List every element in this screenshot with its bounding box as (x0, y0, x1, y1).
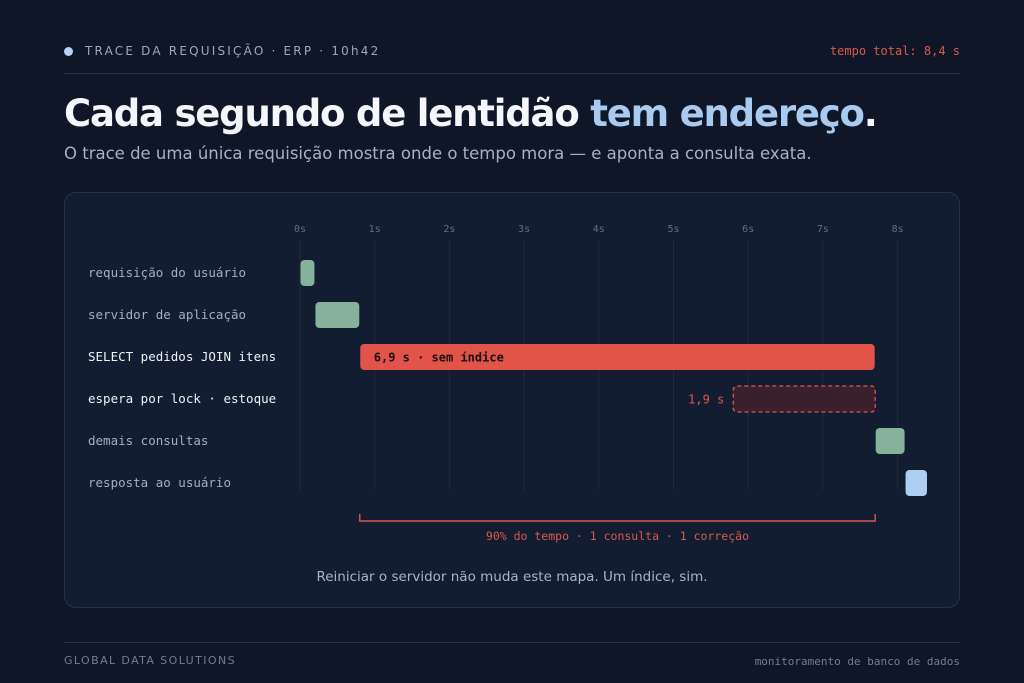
chart-caption: Reiniciar o servidor não muda este mapa.… (316, 569, 708, 585)
task-bar (360, 344, 875, 370)
bracket-line (359, 514, 876, 522)
task-label: requisição do usuário (88, 265, 246, 280)
task-bar (875, 428, 905, 454)
title-accent: tem endereço (590, 92, 865, 135)
page-title: Cada segundo de lentidão tem endereço. (64, 92, 878, 135)
task-label: demais consultas (88, 433, 208, 448)
x-tick-label: 0s (294, 224, 306, 235)
total-time: tempo total: 8,4 s (829, 44, 960, 58)
bar-data-label: 6,9 s · sem índice (374, 351, 504, 365)
x-tick-label: 8s (892, 224, 904, 235)
top-bar: TRACE DA REQUISIÇÃO · ERP · 10h42 tempo … (64, 40, 960, 62)
task-label: resposta ao usuário (88, 475, 231, 490)
footer-brand: GLOBAL DATA SOLUTIONS (64, 654, 236, 667)
kicker-group: TRACE DA REQUISIÇÃO · ERP · 10h42 (64, 44, 380, 58)
x-tick-label: 6s (742, 224, 754, 235)
bottom-divider (64, 642, 960, 643)
top-divider (64, 73, 960, 74)
task-bar (732, 385, 876, 413)
task-label: SELECT pedidos JOIN itens (88, 349, 276, 364)
x-tick-label: 7s (817, 224, 829, 235)
task-bar (300, 260, 315, 286)
status-dot-icon (64, 46, 73, 56)
x-tick-label: 4s (593, 224, 605, 235)
task-label: espera por lock · estoque (88, 391, 276, 406)
x-tick-label: 5s (667, 224, 679, 235)
bar-outside-label: 1,9 s (688, 393, 724, 407)
task-bar (315, 302, 360, 328)
kicker-label: TRACE DA REQUISIÇÃO · ERP · 10h42 (85, 44, 381, 58)
x-tick-label: 1s (369, 224, 381, 235)
x-tick-label: 2s (443, 224, 455, 235)
title-end: . (863, 92, 878, 135)
page-subtitle: O trace de uma única requisição mostra o… (64, 144, 812, 163)
title-main: Cada segundo de lentidão (64, 92, 591, 135)
bracket-label: 90% do tempo · 1 consulta · 1 correção (486, 529, 749, 543)
task-bar (905, 470, 927, 496)
footer-tagline: monitoramento de banco de dados (754, 655, 960, 668)
x-tick-label: 3s (518, 224, 530, 235)
task-label: servidor de aplicação (88, 307, 246, 322)
